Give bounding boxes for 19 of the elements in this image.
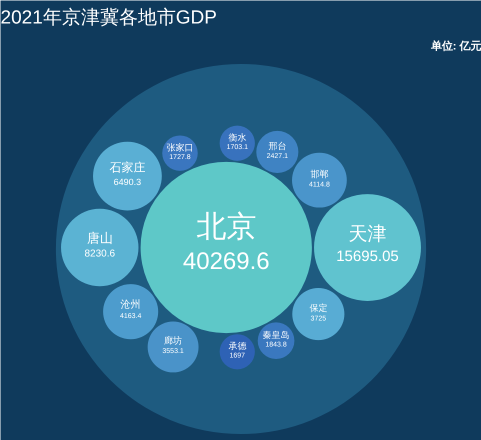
category-label: 廊坊 xyxy=(164,336,182,346)
category-label: 唐山 xyxy=(86,230,113,246)
category-label: 天津 xyxy=(348,224,386,245)
category-label: 衡水 xyxy=(228,132,246,142)
text: 2021年京津冀各地市GDP xyxy=(0,6,217,28)
category-label: 张家口 xyxy=(166,142,194,152)
category-label: 北京 xyxy=(196,210,256,244)
category-label: 承德 xyxy=(228,340,246,351)
data-label: 15695.05 xyxy=(336,248,399,266)
data-label: 6490.3 xyxy=(114,176,142,187)
category-label: 石家庄 xyxy=(109,160,146,174)
category-label: 秦皇岛 xyxy=(262,330,290,340)
data-label: 40269.6 xyxy=(182,248,270,275)
category-label: 邯郸 xyxy=(310,168,328,179)
category-label: 邢台 xyxy=(268,140,286,151)
category-label: 沧州 xyxy=(120,298,141,310)
data-label: 8230.6 xyxy=(84,248,116,260)
category-label: 保定 xyxy=(309,302,328,313)
text: 单位: 亿元 xyxy=(430,40,481,52)
